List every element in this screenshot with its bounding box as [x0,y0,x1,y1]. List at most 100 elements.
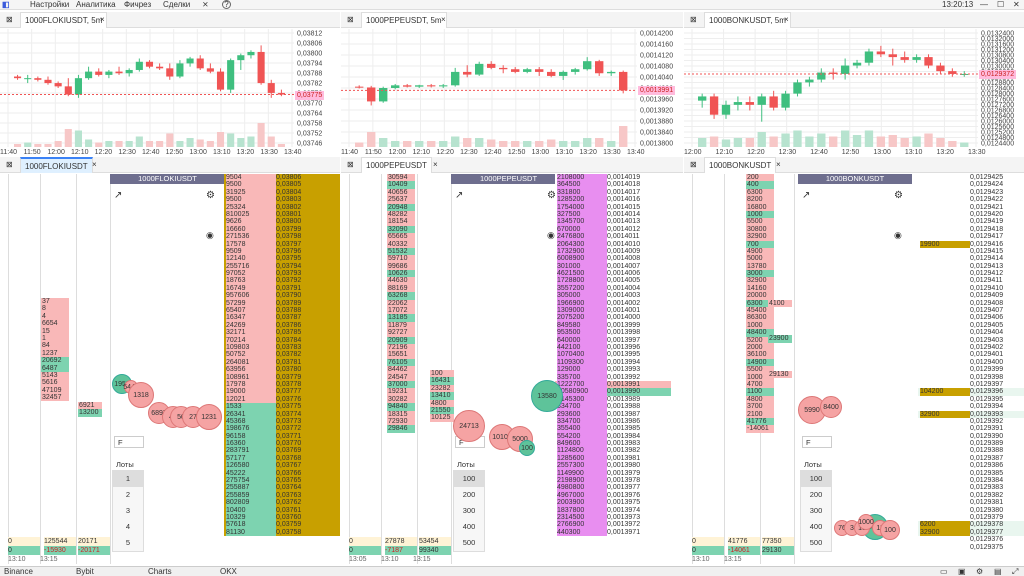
ladder-row[interactable]: 953500 0,0013998 [555,329,671,337]
ladder-row[interactable]: 1837800 0,0013974 [555,506,671,514]
ladder-row[interactable]: 10400 0,03761 [224,506,340,514]
cluster-area[interactable]: 30594 10409 40656 25637 20948 48282 18154 32090… [341,174,683,564]
chart-type-icon[interactable]: ⊠ [690,15,697,24]
lot-option[interactable]: 2 [125,490,131,499]
ladder-row[interactable]: 45368 0,03773 [224,417,340,426]
ladder-row[interactable]: 0,0129400 [918,358,1024,367]
ladder-row[interactable]: 0,0129390 [918,432,1024,441]
ladder-row[interactable]: 0,0129423 [918,188,1024,197]
ladder-row[interactable]: 0,0129388 [918,447,1024,455]
ladder-row[interactable]: 0,0129386 [918,462,1024,470]
ladder-row[interactable]: 63956 0,03780 [224,366,340,374]
ladder-row[interactable]: 957606 0,03790 [224,292,340,300]
ladder-row[interactable]: 104200 0,0129396 [918,388,1024,396]
ladder-row[interactable]: 293600 0,0013987 [555,410,671,418]
close-tab-icon[interactable]: × [776,160,781,169]
layout-icon[interactable]: ▭ [940,567,948,576]
ladder-row[interactable]: 57177 0,03768 [224,454,340,463]
cluster-tab-title[interactable]: 1000FLOKIUSDT [20,157,93,173]
ladder-row[interactable]: 1728800 0,0014005 [555,277,671,285]
ladder-row[interactable]: 18763 0,03792 [224,277,340,285]
tab-binance[interactable]: Binance [4,567,33,576]
lot-option[interactable]: 500 [809,538,823,547]
ladder-row[interactable]: 802809 0,03762 [224,499,340,507]
chart-tab-title[interactable]: 1000FLOKIUSDT, 5m [20,12,108,28]
ladder-row[interactable]: 0,0129420 [918,210,1024,219]
ladder-row[interactable]: 31925 0,03804 [224,188,340,197]
price-chart[interactable]: 0,0014200 0,0014160 0,0014120 0,0014080 0,00… [341,29,683,155]
ladder-row[interactable]: 0,0129413 [918,262,1024,271]
ladder-row[interactable]: 0,0129415 [918,247,1024,256]
ladder-row[interactable]: 19000 0,03777 [224,388,340,396]
price-ladder[interactable]: 0,0129425 0,0129424 0,0129423 0,0129422 0,01… [918,174,1024,564]
ladder-row[interactable]: 283791 0,03769 [224,447,340,455]
window-minimize-icon[interactable]: — [980,0,988,9]
lot-option[interactable]: 100 [454,471,484,487]
ladder-row[interactable]: 264081 0,03781 [224,358,340,367]
ladder-row[interactable]: 2145300 0,0013989 [555,395,671,404]
chart-tool-icon[interactable]: ↗ [114,190,123,201]
ladder-row[interactable]: 0,0129384 [918,477,1024,485]
lot-option[interactable]: 300 [462,506,476,515]
ladder-row[interactable]: 2476800 0,0014011 [555,233,671,241]
ladder-row[interactable]: 2557300 0,0013980 [555,462,671,470]
eye-icon[interactable]: ◉ [894,230,902,240]
ladder-row[interactable]: 1345700 0,0014013 [555,218,671,226]
ladder-row[interactable]: 0,0129395 [918,395,1024,404]
ladder-row[interactable]: 355400 0,0013985 [555,425,671,433]
trade-bubble[interactable]: 8400 [820,396,842,418]
ladder-row[interactable]: 70214 0,03784 [224,336,340,344]
ladder-row[interactable]: 2075200 0,0014000 [555,314,671,322]
price-ladder[interactable]: 2108000 0,0014019 364500 0,0014018 331800 0,0… [555,174,671,564]
ladder-row[interactable]: 0,0129399 [918,366,1024,374]
ladder-row[interactable]: 9509 0,03796 [224,247,340,256]
ladder-row[interactable]: 0,0129405 [918,321,1024,330]
ladder-row[interactable]: 24269 0,03786 [224,321,340,330]
window-maximize-icon[interactable]: ☐ [997,0,1005,9]
chart-tab-title[interactable]: 1000BONKUSDT, 5m [704,12,791,28]
close-tab-icon[interactable]: × [92,160,97,169]
ladder-row[interactable]: 0,0129375 [918,543,1024,551]
ladder-row[interactable]: 2003900 0,0013975 [555,499,671,507]
ladder-row[interactable]: 0,0129418 [918,225,1024,234]
gear-icon[interactable]: ⚙ [206,190,215,201]
ladder-row[interactable]: 2108000 0,0014019 [555,174,671,182]
ladder-row[interactable]: 670000 0,0014012 [555,225,671,234]
ladder-row[interactable]: 0,0129382 [918,491,1024,500]
ladder-row[interactable]: 16360 0,03770 [224,440,340,448]
ladder-row[interactable]: 0,0129402 [918,343,1024,352]
lot-option[interactable]: 500 [462,538,476,547]
chart-tool-icon[interactable]: ↗ [455,190,464,201]
ladder-row[interactable]: 0,0129394 [918,403,1024,411]
ladder-row[interactable]: 327500 0,0014014 [555,210,671,219]
trade-bubble[interactable]: 1231 [196,404,222,430]
ladder-row[interactable]: 2314500 0,0013973 [555,513,671,522]
ladder-row[interactable]: 12140 0,03795 [224,255,340,263]
trade-bubble[interactable]: 24713 [453,410,485,442]
ladder-row[interactable]: 0,0129381 [918,499,1024,507]
menu-analytics[interactable]: Аналитика [76,0,116,9]
ladder-row[interactable]: 4967000 0,0013976 [555,491,671,500]
ladder-row[interactable]: 32900 0,0129393 [918,410,1024,418]
ladder-row[interactable]: 17978 0,03778 [224,380,340,389]
eye-icon[interactable]: ◉ [206,230,214,240]
close-tab-icon[interactable]: × [100,15,105,24]
settings-icon[interactable]: ⚙ [976,567,984,576]
ladder-row[interactable]: 301000 0,0014007 [555,262,671,271]
trade-bubble[interactable]: 1318 [128,382,154,408]
ladder-row[interactable]: 0,0129419 [918,218,1024,226]
ladder-row[interactable]: 0,0129421 [918,203,1024,211]
ladder-row[interactable]: 10580900 0,0013990 [555,388,671,396]
ladder-row[interactable]: 6008900 0,0014008 [555,255,671,263]
ladder-row[interactable]: 335700 0,0013992 [555,373,671,381]
ladder-row[interactable]: 255716 0,03794 [224,262,340,271]
tab-charts[interactable]: Charts [148,567,172,576]
cluster-area[interactable]: 37 8 4 6654 15 1 84 1237 20692 6487 5143 5616 47109 3… [0,174,340,564]
ladder-row[interactable]: 0,0129411 [918,277,1024,285]
lot-option[interactable]: 5 [125,538,131,547]
ladder-row[interactable]: 0,0129404 [918,329,1024,337]
ladder-row[interactable]: 1966900 0,0014002 [555,299,671,308]
price-chart[interactable]: 0,03812 0,03806 0,03800 0,03794 0,03788 0,037… [0,29,340,155]
ladder-row[interactable]: 0,0129385 [918,469,1024,478]
ladder-row[interactable]: 12021 0,03776 [224,395,340,404]
